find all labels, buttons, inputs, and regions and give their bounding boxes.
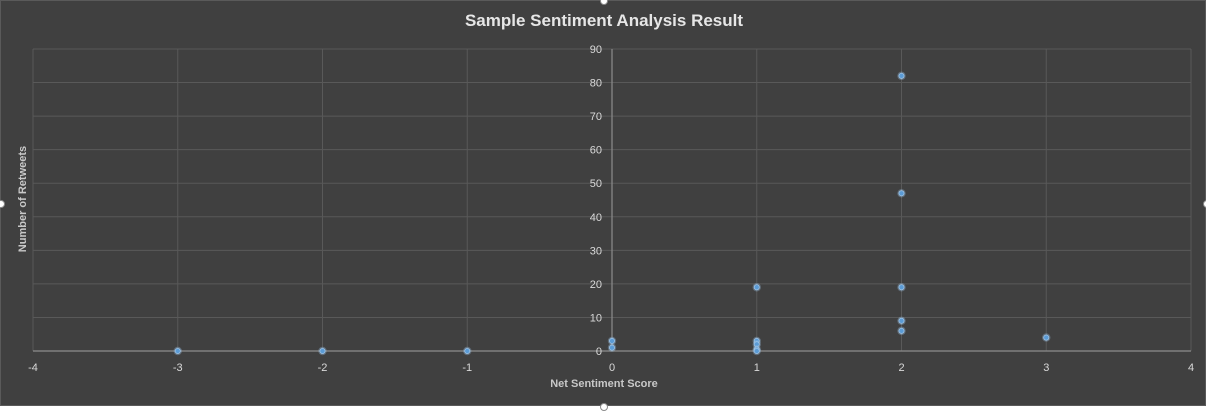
y-tick-label: 60 [590, 145, 602, 157]
data-point [320, 348, 325, 353]
x-tick-label: -1 [462, 362, 472, 374]
x-tick-label: 0 [609, 362, 615, 374]
data-point [899, 73, 904, 78]
y-tick-label: 30 [590, 245, 602, 257]
x-tick-label: -2 [318, 362, 328, 374]
x-tick-label: -4 [28, 362, 38, 374]
data-point [465, 348, 470, 353]
y-tick-label: 80 [590, 78, 602, 90]
data-point [1044, 335, 1049, 340]
x-tick-label: 4 [1188, 362, 1194, 374]
y-tick-label: 10 [590, 312, 602, 324]
y-tick-label: 50 [590, 178, 602, 190]
data-point [754, 285, 759, 290]
data-point [899, 328, 904, 333]
resize-handle-bottom[interactable] [600, 403, 608, 411]
data-point [175, 348, 180, 353]
data-point [609, 338, 614, 343]
x-tick-label: 3 [1043, 362, 1049, 374]
y-tick-label: 40 [590, 212, 602, 224]
y-tick-label: 90 [590, 44, 602, 56]
data-point [899, 191, 904, 196]
y-tick-label: 20 [590, 279, 602, 291]
data-point [899, 318, 904, 323]
y-tick-label: 0 [596, 346, 602, 358]
data-point [754, 348, 759, 353]
y-tick-label: 70 [590, 111, 602, 123]
x-tick-label: -3 [173, 362, 183, 374]
x-tick-label: 1 [754, 362, 760, 374]
x-tick-label: 2 [898, 362, 904, 374]
data-point [609, 345, 614, 350]
data-point [899, 285, 904, 290]
